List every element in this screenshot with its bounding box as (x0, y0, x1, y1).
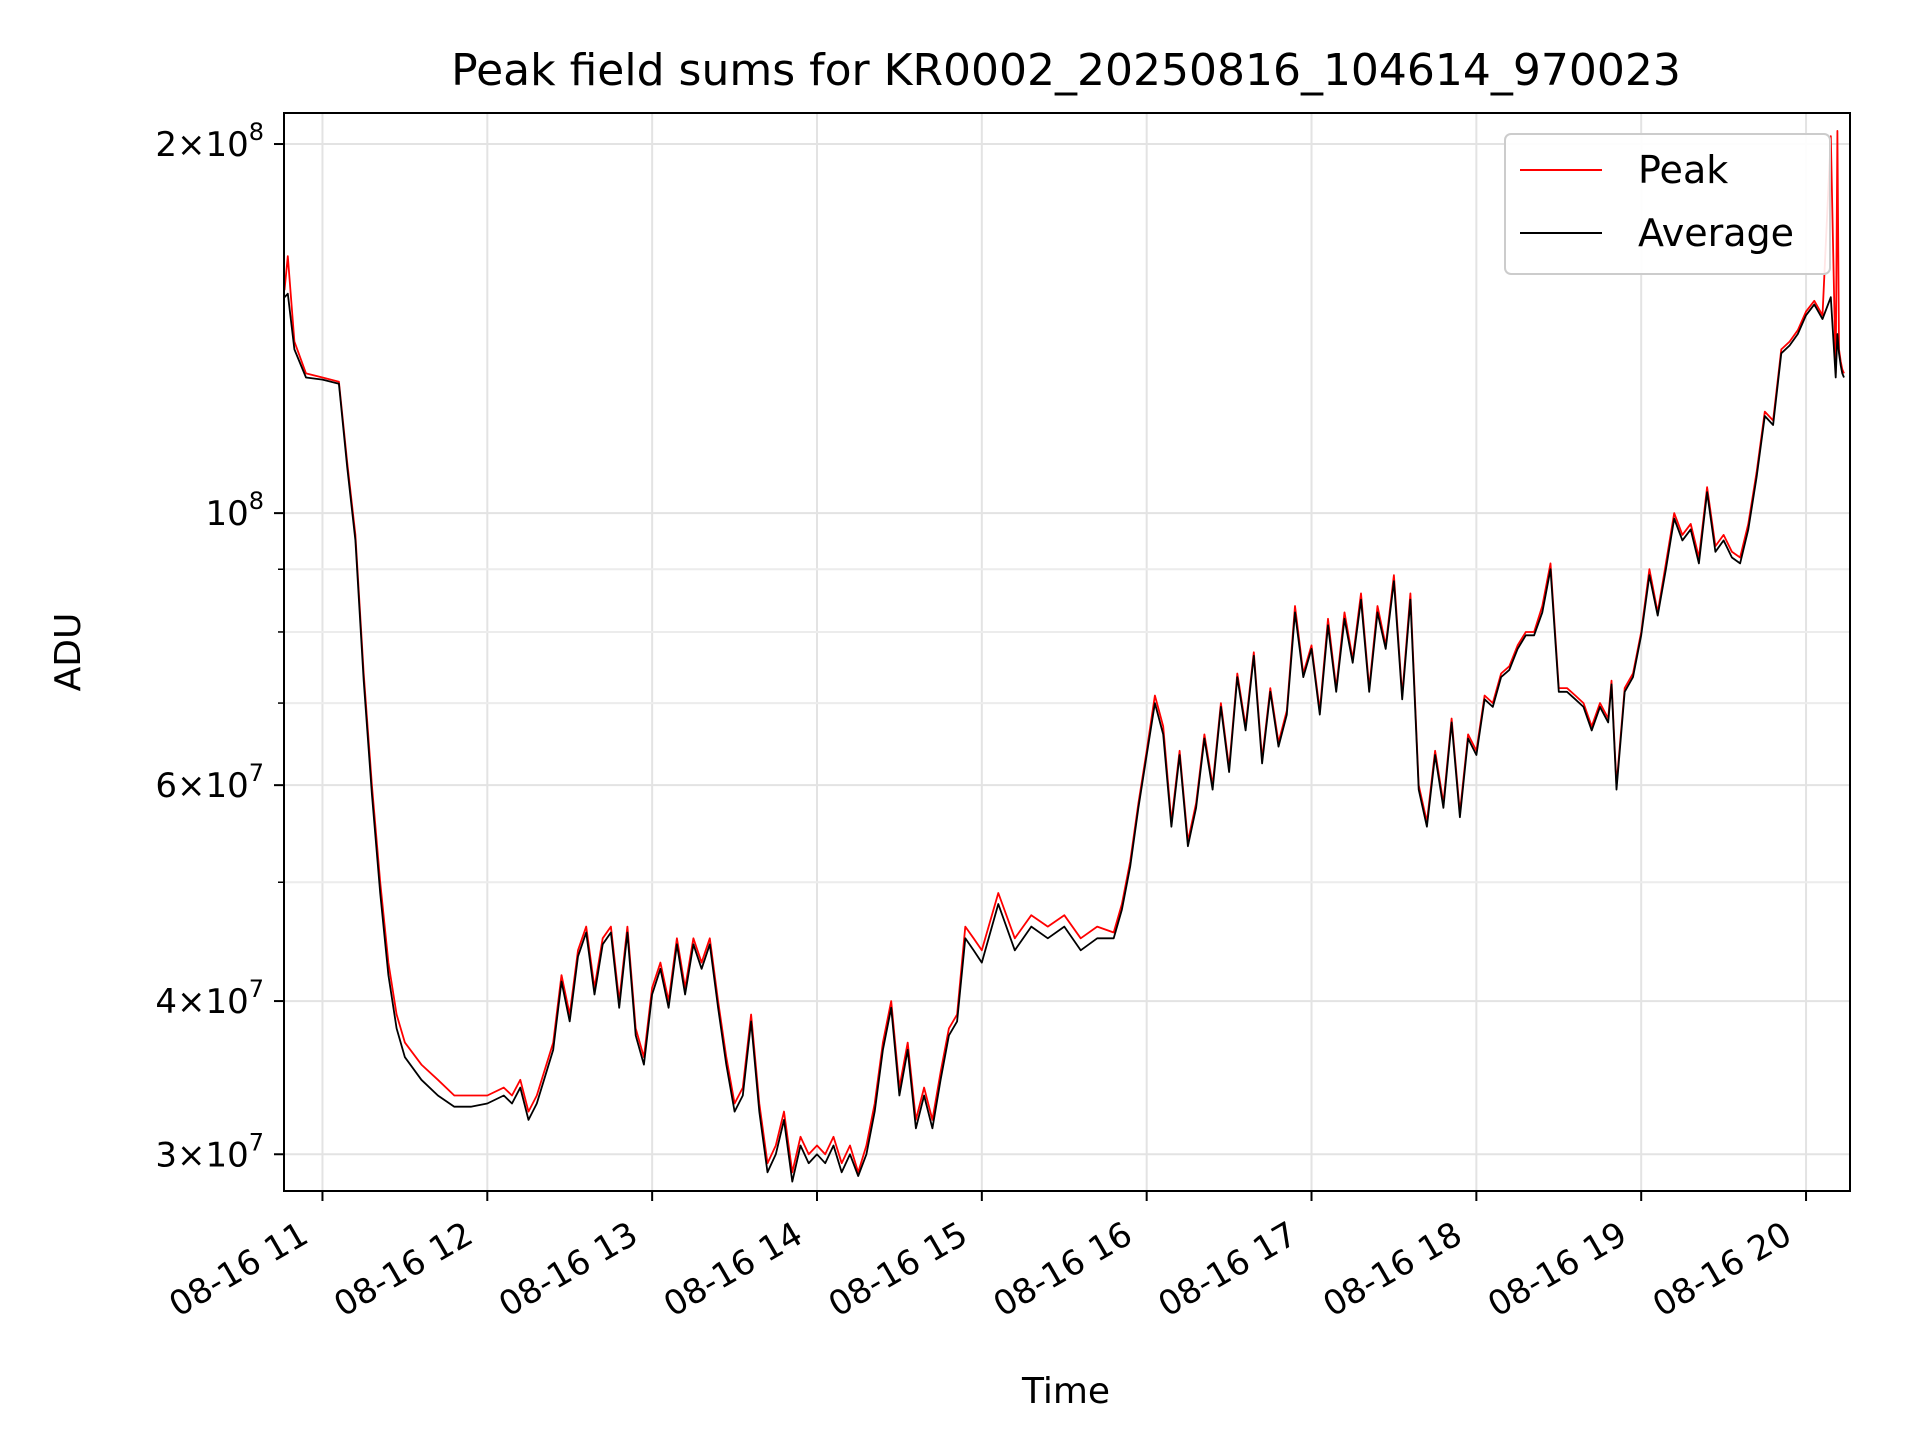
legend-label-average: Average (1638, 211, 1794, 255)
series-line-average (283, 292, 1845, 1183)
legend-label-peak: Peak (1638, 148, 1728, 192)
y-tick-label: 108 (205, 487, 264, 534)
legend: Peak Average (1504, 133, 1831, 275)
y-tick-label: 2×108 (155, 118, 264, 165)
grid (284, 113, 1850, 1191)
y-tick-label: 6×107 (155, 759, 264, 806)
y-axis: 3×107 4×107 6×107 108 2×108 (155, 118, 284, 1175)
plot-frame (283, 112, 1851, 1192)
y-tick-label: 3×107 (155, 1128, 264, 1175)
y-axis-label: ADU (48, 613, 89, 692)
series-layer (283, 129, 1845, 1183)
chart-title: Peak field sums for KR0002_20250816_1046… (451, 45, 1681, 96)
x-axis-label: Time (1021, 1371, 1110, 1412)
y-tick-label: 4×107 (155, 975, 264, 1022)
